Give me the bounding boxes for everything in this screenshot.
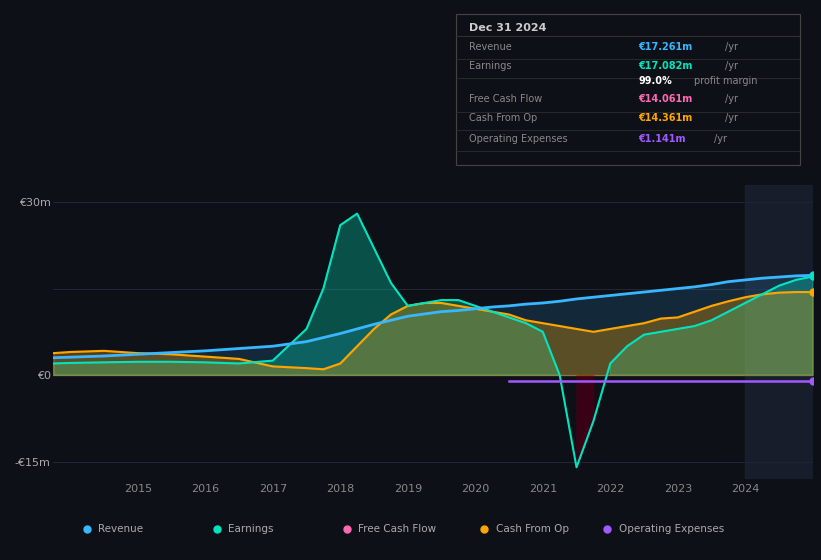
Text: €17.261m: €17.261m — [639, 41, 693, 52]
Text: /yr: /yr — [714, 134, 727, 144]
Text: Cash From Op: Cash From Op — [470, 113, 538, 123]
Text: Free Cash Flow: Free Cash Flow — [470, 95, 543, 104]
Text: Cash From Op: Cash From Op — [496, 524, 569, 534]
Text: €14.361m: €14.361m — [639, 113, 693, 123]
Text: Earnings: Earnings — [228, 524, 274, 534]
Bar — [745, 185, 813, 479]
Text: Revenue: Revenue — [99, 524, 144, 534]
Text: Revenue: Revenue — [470, 41, 512, 52]
Text: /yr: /yr — [725, 41, 737, 52]
Text: €1.141m: €1.141m — [639, 134, 686, 144]
Text: Dec 31 2024: Dec 31 2024 — [470, 23, 547, 33]
Text: 99.0%: 99.0% — [639, 76, 672, 86]
Text: Operating Expenses: Operating Expenses — [470, 134, 568, 144]
Text: Free Cash Flow: Free Cash Flow — [359, 524, 437, 534]
Text: Earnings: Earnings — [470, 61, 512, 71]
Text: /yr: /yr — [725, 95, 737, 104]
Text: €14.061m: €14.061m — [639, 95, 693, 104]
Text: /yr: /yr — [725, 61, 737, 71]
Text: profit margin: profit margin — [694, 76, 757, 86]
Text: Operating Expenses: Operating Expenses — [618, 524, 724, 534]
Text: €17.082m: €17.082m — [639, 61, 693, 71]
Text: /yr: /yr — [725, 113, 737, 123]
